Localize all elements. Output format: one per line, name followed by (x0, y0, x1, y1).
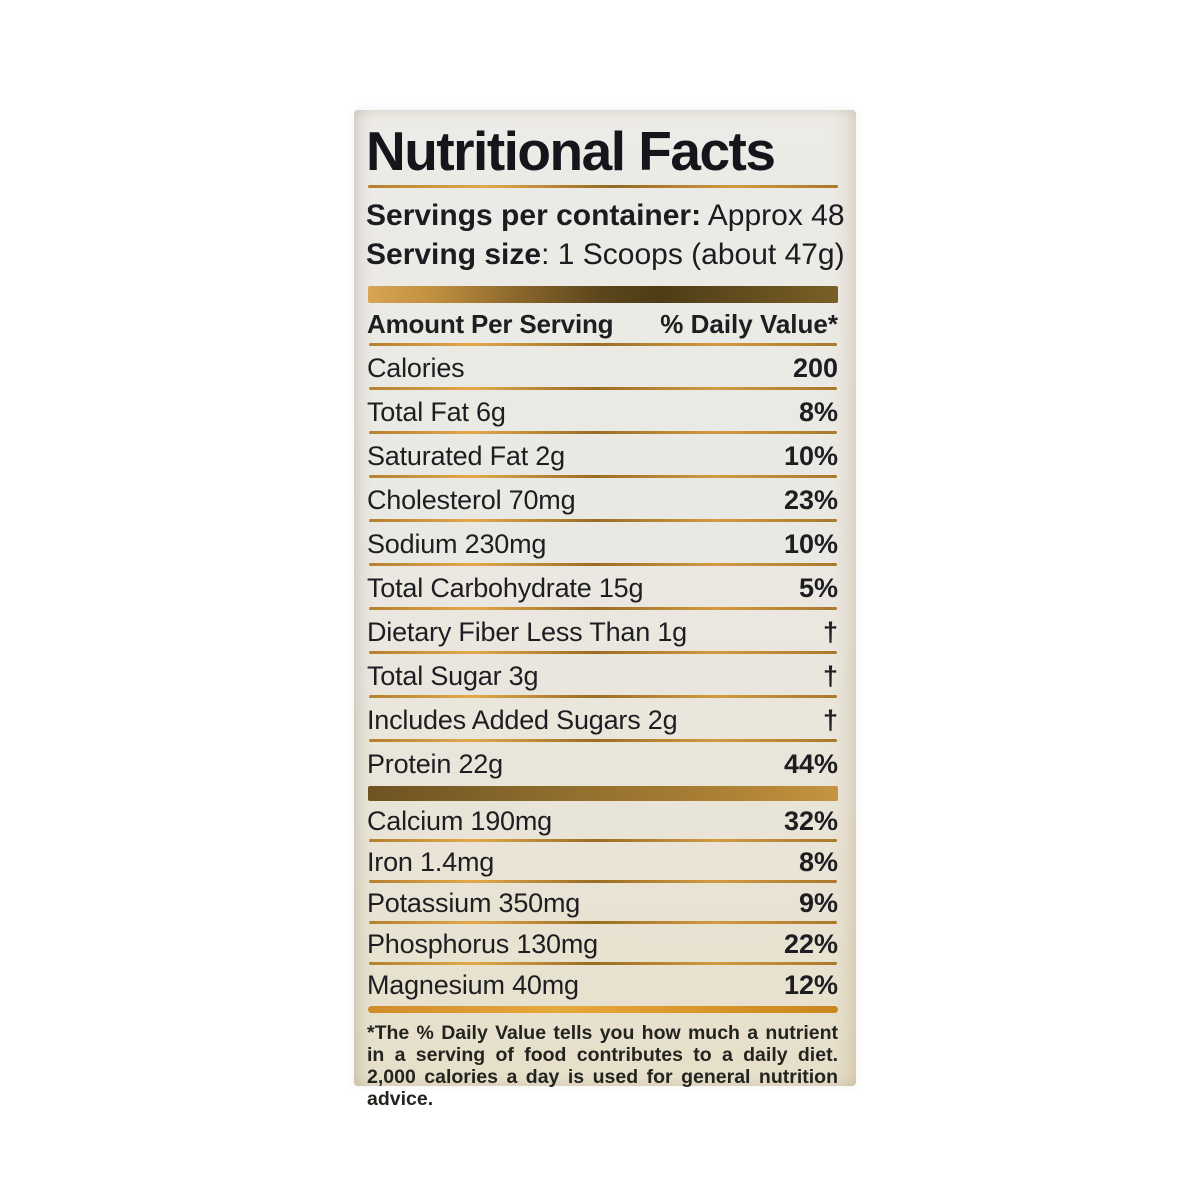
serving-size-label: Serving size (366, 238, 542, 271)
table-row-iron: Iron 1.4mg 8% (366, 842, 840, 883)
dagger-symbol: † (822, 704, 838, 735)
table-row-phosphorus: Phosphorus 130mg 22% (366, 924, 840, 965)
nutrient-name: Includes Added Sugars 2g (367, 704, 678, 735)
table-row-total-fat: Total Fat 6g 8% (366, 390, 840, 434)
nutrient-value: 32% (783, 806, 838, 836)
nutrient-value: 10% (783, 528, 838, 559)
servings-per-container-label: Servings per container: (366, 199, 702, 232)
table-row-potassium: Potassium 350mg 9% (366, 883, 840, 924)
nutrient-value: 12% (783, 970, 838, 1000)
dagger-symbol: † (822, 616, 838, 647)
orange-footnote-rule (368, 1006, 838, 1013)
table-row-sodium: Sodium 230mg 10% (366, 522, 840, 566)
title-underline-gold-rule (368, 185, 838, 188)
nutrient-name: Dietary Fiber Less Than 1g (367, 616, 687, 647)
nutrient-value: 9% (798, 888, 838, 918)
nutrient-name: Calcium 190mg (367, 806, 552, 836)
nutrient-name: Phosphorus 130mg (367, 929, 598, 959)
serving-size-line: Serving size: 1 Scoops (about 47g) (366, 235, 845, 274)
serving-size-value: : 1 Scoops (about 47g) (541, 238, 845, 271)
table-row-calories: Calories 200 (366, 346, 840, 390)
nutrient-value: 22% (783, 929, 838, 959)
nutrient-name: Total Fat 6g (367, 396, 506, 427)
servings-per-container-value: Approx 48 (701, 199, 845, 232)
nutrient-value: 23% (783, 484, 838, 515)
serving-info: Servings per container: Approx 48 Servin… (366, 196, 845, 274)
nutrient-name: Iron 1.4mg (367, 847, 495, 877)
servings-per-container-line: Servings per container: Approx 48 (366, 196, 845, 235)
nutrient-name: Protein 22g (367, 748, 503, 779)
table-row-protein: Protein 22g 44% (366, 742, 840, 786)
nutrition-label: Nutritional Facts Servings per container… (354, 110, 856, 1110)
table-row-total-sugar: Total Sugar 3g † (366, 654, 840, 698)
nutrient-value: 8% (798, 847, 838, 877)
dagger-symbol: † (822, 660, 838, 691)
table-row-calcium: Calcium 190mg 32% (366, 801, 840, 842)
nutrient-value: 8% (798, 396, 838, 427)
nutrient-name: Sodium 230mg (367, 528, 547, 559)
nutrient-name: Total Carbohydrate 15g (367, 572, 644, 603)
nutrient-name: Magnesium 40mg (367, 970, 579, 1000)
nutrient-name: Calories (367, 352, 465, 383)
gold-divider-bar-middle (368, 786, 838, 801)
nutrient-name: Potassium 350mg (367, 888, 581, 918)
nutrient-name: Saturated Fat 2g (367, 440, 565, 471)
table-row-cholesterol: Cholesterol 70mg 23% (366, 478, 840, 522)
table-header-row: Amount Per Serving % Daily Value* (366, 303, 840, 346)
amount-per-serving-header: Amount Per Serving (367, 309, 614, 339)
daily-value-footnote: *The % Daily Value tells you how much a … (367, 1022, 838, 1110)
daily-value-header: % Daily Value* (660, 309, 838, 339)
label-title: Nutritional Facts (366, 120, 776, 182)
nutrient-value: 44% (783, 748, 838, 779)
table-row-magnesium: Magnesium 40mg 12% (366, 965, 840, 1006)
table-row-total-carbohydrate: Total Carbohydrate 15g 5% (366, 566, 840, 610)
nutrient-name: Total Sugar 3g (367, 660, 539, 691)
nutrient-value: 200 (792, 352, 838, 383)
nutrient-value: 10% (783, 440, 838, 471)
table-row-dietary-fiber: Dietary Fiber Less Than 1g † (366, 610, 840, 654)
table-row-saturated-fat: Saturated Fat 2g 10% (366, 434, 840, 478)
nutrient-name: Cholesterol 70mg (367, 484, 576, 515)
gold-divider-bar-top (368, 286, 838, 303)
table-row-added-sugars: Includes Added Sugars 2g † (366, 698, 840, 742)
nutrient-value: 5% (798, 572, 838, 603)
